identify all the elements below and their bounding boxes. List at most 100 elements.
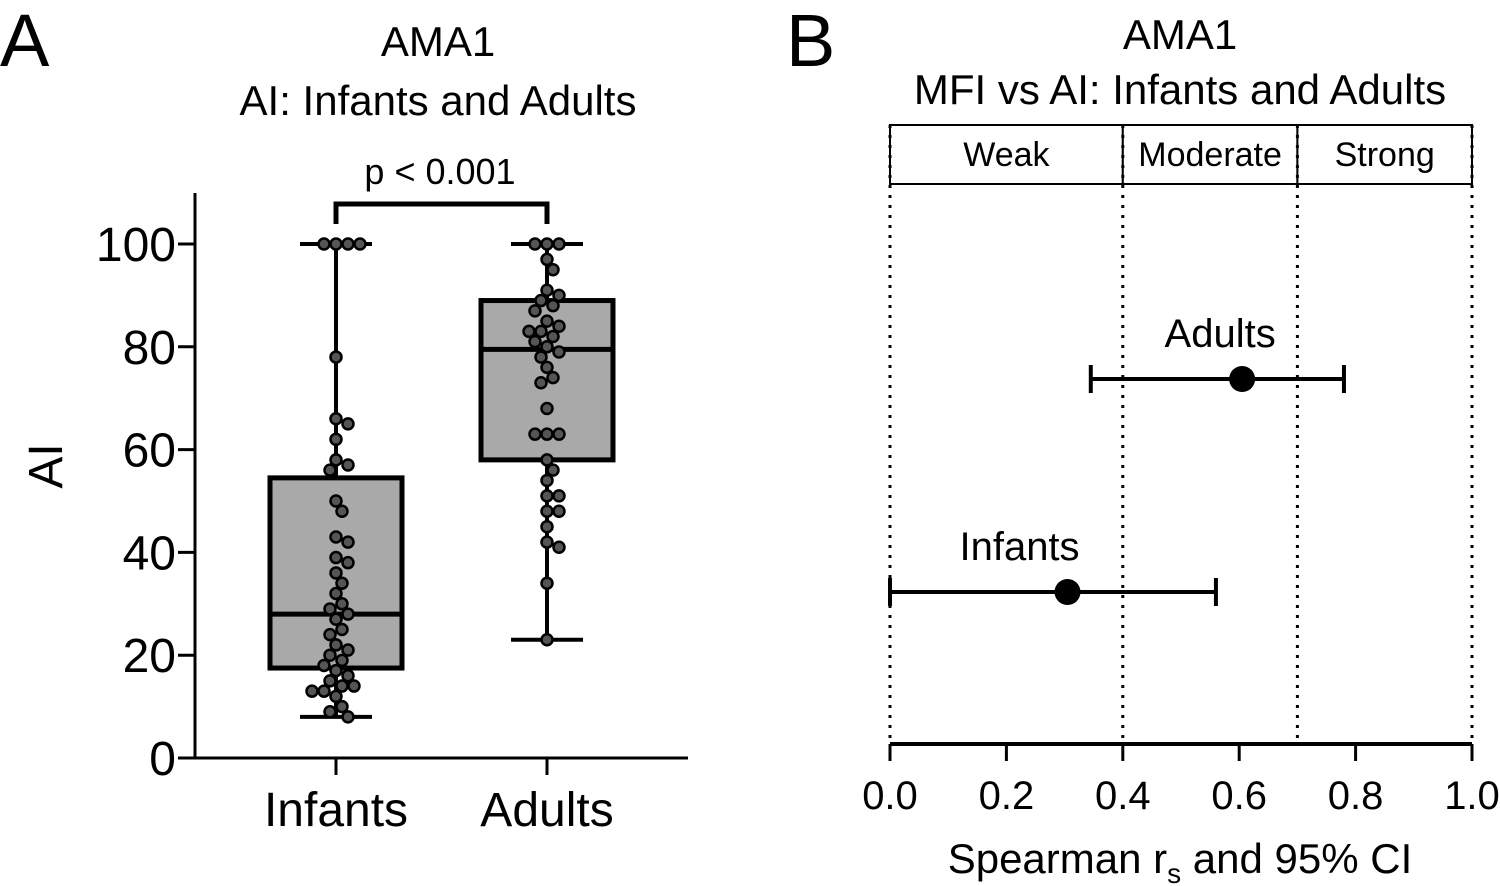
- panel-b-plot: Weak Moderate Strong 0.0 0.2 0.4 0.6 0.8 1.0 Adul…: [862, 124, 1500, 818]
- data-point: [546, 298, 560, 313]
- data-point: [323, 602, 337, 616]
- y-tick-label: 20: [123, 630, 176, 683]
- significance-bracket: [333, 201, 550, 224]
- panel-a-annotation: p < 0.001: [364, 151, 515, 192]
- x-tick-label: 0.6: [1211, 774, 1267, 818]
- data-point: [341, 607, 355, 621]
- estimate-point: [1054, 579, 1081, 605]
- y-tick-label: 40: [123, 527, 176, 580]
- data-point: [528, 237, 542, 251]
- x-tick-label: Infants: [264, 784, 408, 837]
- data-point: [323, 627, 337, 642]
- data-point: [323, 463, 337, 477]
- data-point: [335, 653, 349, 668]
- data-point: [317, 684, 331, 698]
- estimate-point: [1229, 366, 1256, 392]
- data-point: [341, 237, 355, 251]
- panel-b-xlabel: Spearman rs and 95% CI: [948, 835, 1413, 886]
- data-point: [329, 453, 343, 467]
- box-adults: [478, 237, 616, 647]
- data-point: [335, 679, 349, 693]
- panel-a-subtitle: AI: Infants and Adults: [240, 77, 637, 124]
- x-tick-label: 0.0: [862, 774, 918, 818]
- data-point: [540, 535, 554, 549]
- data-point: [534, 350, 548, 364]
- data-point: [522, 324, 536, 339]
- band-box-moderate: [1121, 124, 1299, 185]
- data-point: [546, 463, 560, 477]
- data-point: [540, 576, 554, 590]
- data-point: [329, 494, 343, 508]
- data-point: [540, 453, 554, 467]
- data-point: [540, 252, 554, 267]
- data-point: [323, 648, 337, 662]
- data-point: [552, 288, 566, 303]
- data-point: [329, 350, 343, 364]
- data-point: [546, 262, 560, 277]
- panel-b-xlabel-sub: s: [1167, 858, 1181, 886]
- band-label-weak: Weak: [963, 136, 1050, 174]
- row-infants: Infants: [888, 525, 1218, 606]
- panel-a-title: AMA1: [381, 18, 495, 65]
- data-point: [335, 622, 349, 637]
- x-tick-label: 0.8: [1328, 774, 1384, 818]
- data-point: [323, 674, 337, 688]
- y-tick-label: 60: [123, 425, 176, 478]
- data-point: [329, 612, 343, 626]
- y-tick-label: 0: [149, 733, 176, 786]
- data-point: [329, 663, 343, 678]
- data-point: [329, 530, 343, 544]
- panel-b-title: AMA1: [1123, 11, 1237, 58]
- panel-a-ylabel: AI: [20, 443, 73, 488]
- panel-a-plot: 0 20 40 60 80 100 Infants Adults: [96, 193, 688, 837]
- data-point: [540, 473, 554, 488]
- data-point: [329, 638, 343, 652]
- data-point: [341, 669, 355, 683]
- panel-b-label: B: [786, 0, 835, 82]
- data-point: [540, 401, 554, 416]
- data-point: [540, 489, 554, 503]
- data-point: [335, 504, 349, 519]
- data-point: [528, 334, 542, 349]
- x-tick-label: 1.0: [1444, 774, 1500, 818]
- data-point: [552, 489, 566, 503]
- row-label: Infants: [959, 525, 1079, 569]
- data-point: [329, 432, 343, 447]
- panel-b-xlabel-main: Spearman r: [948, 835, 1167, 882]
- data-point: [540, 427, 554, 441]
- data-point: [552, 427, 566, 441]
- data-point: [540, 283, 554, 298]
- data-point: [335, 699, 349, 714]
- data-point: [329, 237, 343, 251]
- data-point: [534, 324, 548, 339]
- data-point: [534, 376, 548, 390]
- data-point: [347, 679, 361, 693]
- data-point: [329, 412, 343, 426]
- data-point: [329, 566, 343, 580]
- y-tick-label: 80: [123, 322, 176, 375]
- data-point: [528, 304, 542, 318]
- data-point: [335, 597, 349, 611]
- panel-b-subtitle: MFI vs AI: Infants and Adults: [914, 66, 1446, 113]
- data-point: [552, 237, 566, 251]
- data-point: [546, 370, 560, 385]
- panel-a-label: A: [0, 0, 50, 82]
- data-point: [341, 710, 355, 724]
- data-point: [540, 314, 554, 328]
- data-point: [317, 237, 331, 251]
- data-point: [540, 504, 554, 519]
- band-label-strong: Strong: [1335, 136, 1435, 174]
- x-tick-label: 0.2: [979, 774, 1035, 818]
- row-label: Adults: [1165, 312, 1276, 356]
- data-point: [329, 550, 343, 565]
- data-point: [341, 555, 355, 570]
- data-point: [540, 340, 554, 354]
- data-point: [341, 535, 355, 549]
- data-point: [552, 319, 566, 333]
- data-point: [528, 427, 542, 441]
- data-point: [546, 329, 560, 344]
- x-tick-label: Adults: [480, 784, 613, 837]
- x-tick-label: 0.4: [1095, 774, 1151, 818]
- data-point: [540, 633, 554, 647]
- data-point: [341, 417, 355, 431]
